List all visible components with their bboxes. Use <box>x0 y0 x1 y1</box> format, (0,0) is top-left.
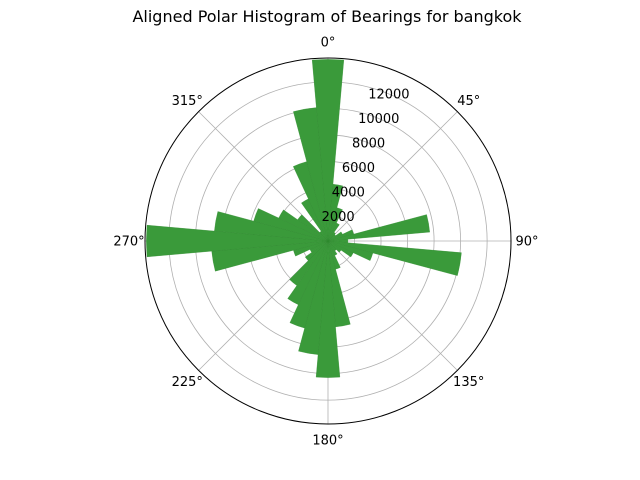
histogram-bars <box>146 59 462 378</box>
angular-grid-line <box>327 111 458 242</box>
histogram-bar <box>327 222 340 242</box>
radial-tick-label: 12000 <box>368 87 409 102</box>
histogram-bar <box>253 208 329 242</box>
radial-tick-label: 2000 <box>322 210 355 225</box>
histogram-bar <box>214 211 329 242</box>
angle-tick-label: 135° <box>453 375 484 390</box>
angle-tick-label: 45° <box>457 94 480 109</box>
histogram-bar <box>327 207 343 242</box>
polar-frame <box>144 57 512 425</box>
histogram-bar <box>327 240 374 261</box>
histogram-bar <box>293 107 329 242</box>
histogram-bar <box>304 240 329 261</box>
histogram-bar <box>289 240 329 329</box>
angular-grid-line <box>327 240 458 371</box>
histogram-bar <box>146 225 329 257</box>
radial-tick-label: 6000 <box>342 161 375 176</box>
angle-tick-label: 0° <box>321 36 336 51</box>
radial-tick-label: 8000 <box>352 136 385 151</box>
histogram-bar <box>298 240 329 355</box>
radial-tick-labels: 2000 4000 6000 8000 10000 12000 <box>322 87 410 225</box>
histogram-bar <box>287 240 329 305</box>
angle-tick-label: 180° <box>312 434 343 449</box>
histogram-bar <box>327 240 462 276</box>
histogram-bar <box>327 240 342 253</box>
angle-tick-label: 90° <box>515 235 538 250</box>
histogram-bar <box>327 232 336 242</box>
angle-tick-label: 225° <box>172 375 203 390</box>
histogram-bar <box>289 240 329 286</box>
radial-tick-label: 10000 <box>358 112 399 127</box>
histogram-bar <box>312 59 344 242</box>
angle-tick-labels: 0° 45° 90° 135° 180° 225° 270° 315° <box>113 36 538 449</box>
chart-title: Aligned Polar Histogram of Bearings for … <box>132 7 522 26</box>
angle-tick-label: 270° <box>113 235 144 250</box>
histogram-bar <box>278 209 329 242</box>
histogram-bar <box>297 214 329 242</box>
radial-tick-label: 4000 <box>332 185 365 200</box>
histogram-bar <box>315 240 341 378</box>
histogram-bar <box>327 240 354 258</box>
histogram-bar <box>327 214 430 242</box>
angle-tick-label: 315° <box>172 94 203 109</box>
